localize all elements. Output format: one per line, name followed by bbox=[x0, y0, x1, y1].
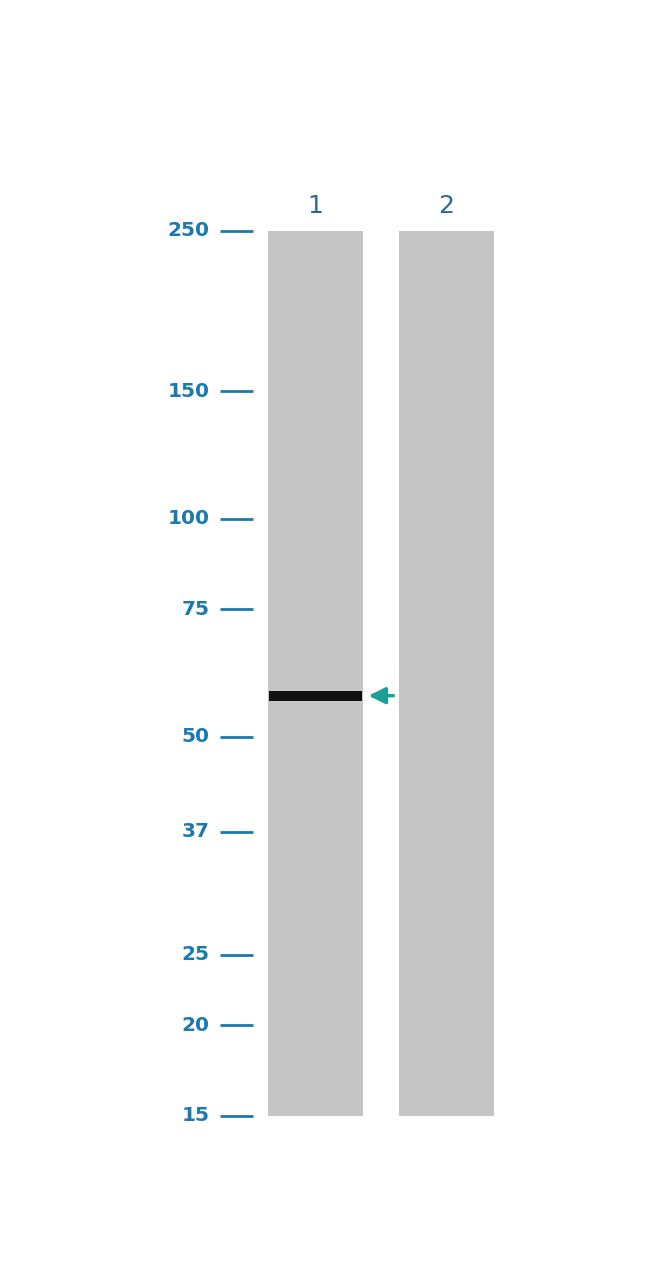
Text: 250: 250 bbox=[168, 221, 210, 240]
Text: 2: 2 bbox=[439, 194, 454, 218]
Text: 37: 37 bbox=[182, 822, 210, 841]
Text: 100: 100 bbox=[168, 509, 210, 528]
Text: 25: 25 bbox=[182, 945, 210, 964]
Text: 150: 150 bbox=[168, 382, 210, 401]
Bar bbox=[268, 231, 363, 1115]
Text: 50: 50 bbox=[182, 728, 210, 747]
Text: 1: 1 bbox=[307, 194, 324, 218]
Bar bbox=[269, 691, 362, 701]
Text: 15: 15 bbox=[182, 1106, 210, 1125]
Text: 75: 75 bbox=[182, 599, 210, 618]
Bar bbox=[398, 231, 495, 1115]
Text: 20: 20 bbox=[182, 1016, 210, 1035]
